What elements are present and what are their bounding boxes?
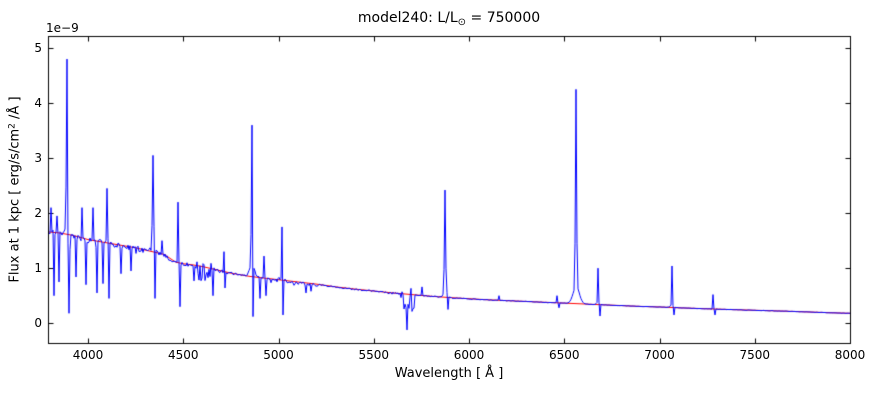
chart-title-suffix: = 750000 [466,10,541,26]
y-tick-label: 4 [34,96,42,111]
x-tick-label: 5500 [358,348,390,362]
y-axis-offset-text: 1e−9 [46,21,79,35]
x-tick-label: 4000 [72,348,104,362]
y-tick-label: 3 [34,151,42,166]
y-tick-label: 1 [34,261,42,276]
x-tick-label: 6000 [453,348,485,362]
x-tick-label: 6500 [548,348,580,362]
x-tick-label: 7500 [739,348,771,362]
x-axis-label-close: ] [494,366,504,381]
y-axis-label: Flux at 1 kpc [ erg/s/cm2 /Å ] [8,40,25,340]
y-tick-label: 5 [34,41,42,56]
x-tick-label: 7000 [644,348,675,362]
x-axis-label: Wavelength [ Å ] [48,366,850,381]
chart-title: model240: L/L⊙ = 750000 [48,10,850,28]
squared-superscript: 2 [7,123,18,129]
angstrom-symbol: Å [485,366,495,381]
x-tick-label: 8000 [834,348,866,362]
x-axis-label-text: Wavelength [ [394,366,486,381]
x-tick-label: 4500 [167,348,199,362]
y-tick-label: 2 [34,206,42,221]
y-tick-label: 0 [34,316,42,331]
y-axis-label-close: /Å ] [7,96,23,124]
y-axis-label-text: Flux at 1 kpc [ erg/s/cm [7,128,23,283]
chart-title-prefix: model240: L/L [357,10,458,26]
solar-symbol: ⊙ [457,17,467,28]
x-tick-label: 5000 [263,348,294,362]
